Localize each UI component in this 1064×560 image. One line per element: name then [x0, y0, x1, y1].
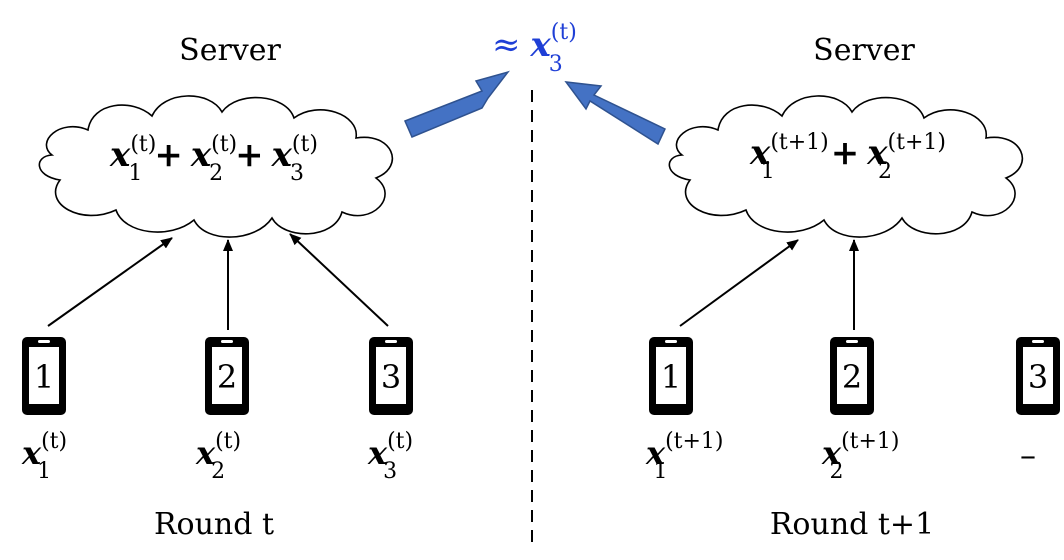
upload-arrow-device-3-round-t: [289, 233, 389, 327]
device-2-round-t: 2: [205, 337, 249, 415]
server-label-round-t: Server: [179, 33, 281, 68]
device-1-round-t: 1: [22, 337, 66, 415]
upload-arrow-device-1-round-t-plus-1: [679, 239, 799, 327]
inference-arrow-right: [564, 81, 666, 146]
device-number: 3: [1028, 358, 1048, 396]
device-number: 2: [842, 358, 862, 396]
device-1-update-round-t: x(t) 1: [21, 429, 67, 484]
device-3-round-t: 3: [369, 337, 413, 415]
device-number: 1: [34, 358, 54, 396]
device-3-dropped-marker: –: [1020, 436, 1036, 474]
device-number: 1: [661, 358, 681, 396]
upload-arrow-device-1-round-t: [47, 237, 173, 327]
device-1-update-round-t-plus-1: x(t+1) 1: [645, 429, 724, 484]
aggregate-sum-round-t-plus-1: x(t+1) 1 + x(t+1) 2: [749, 130, 946, 184]
server-label-round-t-plus-1: Server: [813, 33, 915, 68]
device-1-round-t-plus-1: 1: [649, 337, 693, 415]
aggregate-sum-round-t: x(t) 1 + x(t) 2 + x(t) 3: [109, 132, 318, 186]
device-2-round-t-plus-1: 2: [830, 337, 874, 415]
inference-arrow-left: [403, 70, 510, 138]
device-number: 2: [217, 358, 237, 396]
device-3-round-t-plus-1: 3: [1016, 337, 1060, 415]
round-label-round-t-plus-1: Round t+1: [770, 507, 934, 542]
device-number: 3: [381, 358, 401, 396]
device-2-update-round-t-plus-1: x(t+1) 2: [821, 429, 900, 484]
approximation-label: ≈ x(t) 3: [492, 20, 577, 77]
device-3-update-round-t: x(t) 3: [367, 429, 413, 484]
round-label-round-t: Round t: [154, 507, 274, 542]
device-2-update-round-t: x(t) 2: [195, 429, 241, 484]
